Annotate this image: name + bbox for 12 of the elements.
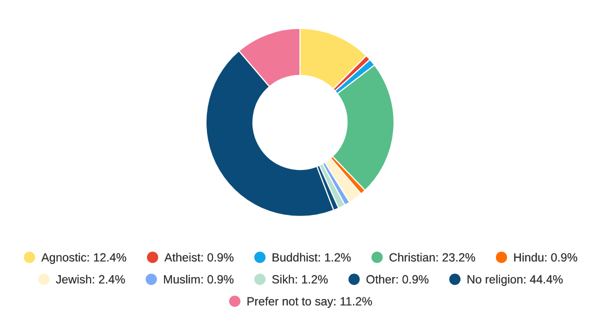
legend-label: No religion: 44.4% (468, 274, 563, 286)
legend-label: Sikh: 1.2% (272, 274, 328, 284)
legend-label: Muslim: 0.9% (164, 274, 234, 284)
legend-label: Prefer not to say: 11.2% (248, 296, 372, 308)
legend-label: Hindu: 0.9% (514, 252, 578, 262)
legend-label: Other: 0.9% (366, 274, 428, 284)
legend-label: Jewish: 2.4% (56, 274, 125, 284)
legend-label: Buddhist: 1.2% (272, 252, 351, 262)
donut-slice (324, 158, 362, 203)
legend-label: Atheist: 0.9% (164, 252, 234, 262)
legend-label: Agnostic: 12.4% (41, 252, 126, 264)
legend-label: Christian: 23.2% (389, 252, 476, 262)
